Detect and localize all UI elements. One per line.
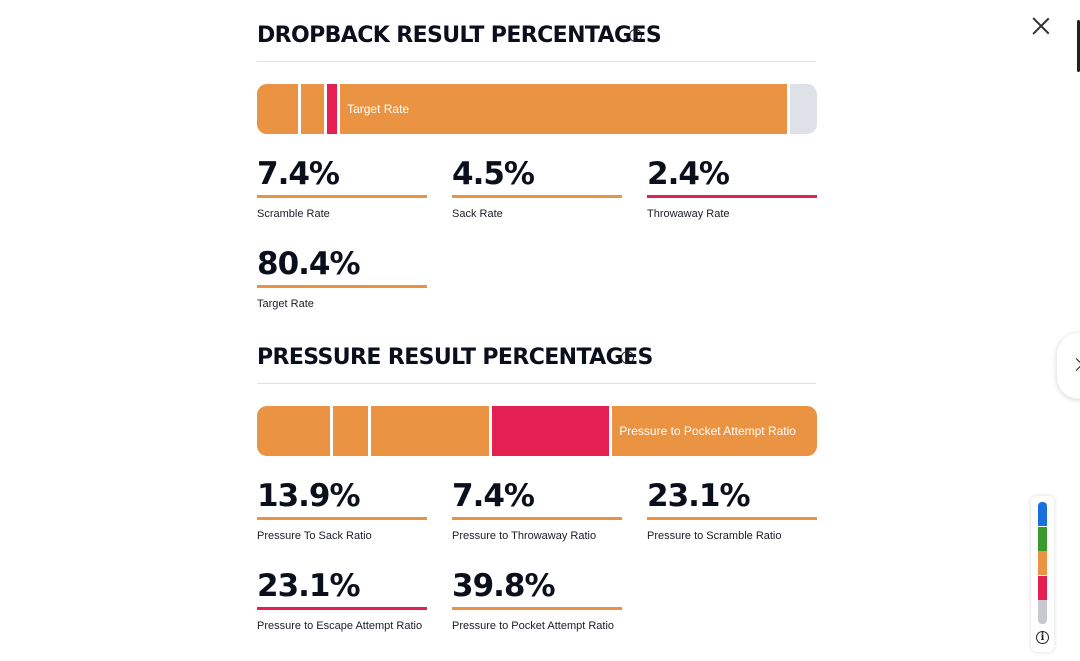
stat-underline — [452, 517, 622, 520]
stat-target-rate: 80.4% Target Rate — [257, 246, 427, 310]
dropback-section-title: DROPBACK RESULT PERCENTAGES — [257, 23, 662, 48]
bar-segment[interactable] — [257, 406, 330, 456]
color-swatch[interactable] — [1038, 526, 1047, 551]
color-legend-widget: i — [1031, 496, 1054, 652]
dropback-divider — [257, 61, 816, 62]
stat-underline — [452, 607, 622, 610]
bar-segment-label: Target Rate — [347, 102, 410, 116]
stat-pressure-to-scramble: 23.1% Pressure to Scramble Ratio — [647, 478, 817, 542]
stat-value: 4.5% — [452, 156, 535, 192]
stat-value: 7.4% — [257, 156, 340, 192]
bar-segment[interactable]: Pressure to Pocket Attempt Ratio — [609, 406, 817, 456]
next-panel-button[interactable] — [1057, 333, 1080, 399]
pressure-divider — [257, 383, 816, 384]
info-circle-icon[interactable]: i — [1036, 631, 1049, 644]
stat-label: Pressure to Escape Attempt Ratio — [257, 620, 423, 632]
stat-value: 13.9% — [257, 478, 361, 514]
bar-segment[interactable] — [329, 406, 369, 456]
info-circle-icon[interactable]: i — [629, 29, 642, 42]
bar-segment[interactable] — [787, 84, 817, 134]
info-circle-icon[interactable]: i — [621, 351, 634, 364]
pressure-result-bar: Pressure to Pocket Attempt Ratio — [257, 406, 817, 456]
stat-underline — [257, 285, 427, 288]
bar-segment-label: Pressure to Pocket Attempt Ratio — [619, 424, 796, 438]
color-swatch[interactable] — [1038, 600, 1047, 624]
pressure-section-title: PRESSURE RESULT PERCENTAGES — [257, 345, 653, 370]
stat-underline — [647, 517, 817, 520]
color-swatch[interactable] — [1038, 551, 1047, 575]
stat-underline — [257, 607, 427, 610]
close-icon[interactable] — [1031, 16, 1051, 36]
stat-label: Scramble Rate — [257, 208, 330, 220]
bar-segment[interactable] — [488, 406, 610, 456]
stat-underline — [257, 195, 427, 198]
bar-segment[interactable]: Target Rate — [337, 84, 788, 134]
bar-segment[interactable] — [323, 84, 338, 134]
dropback-result-bar: Target Rate — [257, 84, 817, 134]
stat-label: Target Rate — [257, 298, 314, 310]
stat-underline — [452, 195, 622, 198]
stat-label: Pressure to Scramble Ratio — [647, 530, 782, 542]
stat-value: 39.8% — [452, 568, 556, 604]
stat-label: Pressure To Sack Ratio — [257, 530, 372, 542]
stat-label: Pressure to Throwaway Ratio — [452, 530, 597, 542]
stat-underline — [647, 195, 817, 198]
color-swatch[interactable] — [1038, 502, 1047, 526]
stat-pressure-to-throwaway: 7.4% Pressure to Throwaway Ratio — [452, 478, 622, 542]
stat-sack-rate: 4.5% Sack Rate — [452, 156, 622, 220]
stat-underline — [257, 517, 427, 520]
stat-value: 23.1% — [647, 478, 751, 514]
scrollbar-thumb[interactable] — [1077, 20, 1080, 72]
color-swatch[interactable] — [1038, 575, 1047, 600]
stat-value: 23.1% — [257, 568, 361, 604]
stat-pressure-to-escape: 23.1% Pressure to Escape Attempt Ratio — [257, 568, 427, 632]
bar-segment[interactable] — [368, 406, 489, 456]
stat-label: Pressure to Pocket Attempt Ratio — [452, 620, 615, 632]
bar-segment[interactable] — [298, 84, 324, 134]
stat-throwaway-rate: 2.4% Throwaway Rate — [647, 156, 817, 220]
stat-pressure-to-pocket: 39.8% Pressure to Pocket Attempt Ratio — [452, 568, 622, 632]
stat-pressure-to-sack: 13.9% Pressure To Sack Ratio — [257, 478, 427, 542]
bar-segment[interactable] — [257, 84, 299, 134]
stat-value: 80.4% — [257, 246, 361, 282]
stat-value: 7.4% — [452, 478, 535, 514]
stat-label: Sack Rate — [452, 208, 503, 220]
chevron-right-icon — [1070, 358, 1080, 371]
stat-value: 2.4% — [647, 156, 730, 192]
stat-scramble-rate: 7.4% Scramble Rate — [257, 156, 427, 220]
stat-label: Throwaway Rate — [647, 208, 730, 220]
